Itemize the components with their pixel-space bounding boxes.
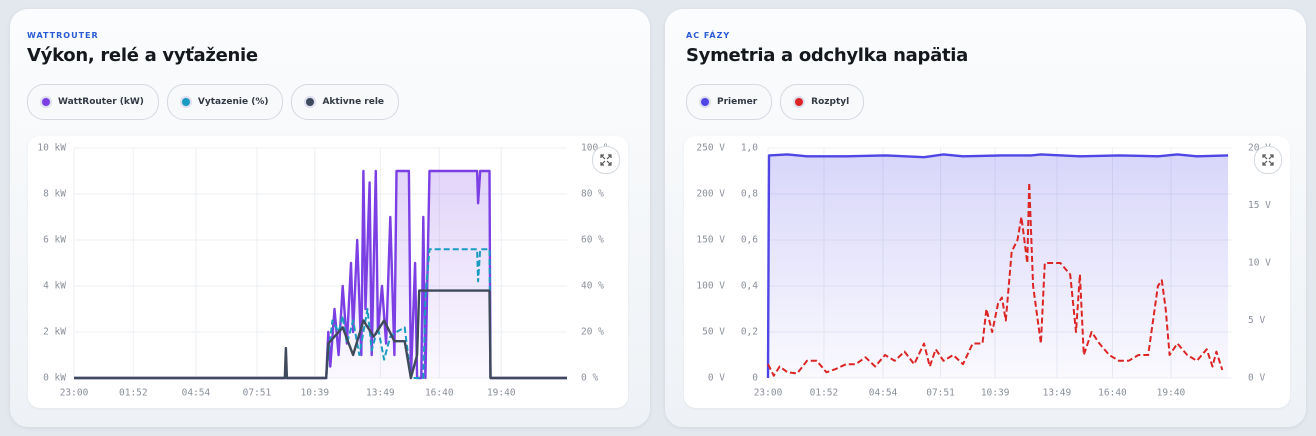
y-tick-label: 4 kW (43, 281, 66, 292)
y3-tick-label: 1,0 (741, 143, 758, 154)
plot: 23:00 01:52 04:54 07:51 10:39 13:49 16:40 19:40… (684, 136, 1290, 408)
series-line (767, 181, 1224, 377)
x-tick-label: 16:40 (425, 388, 454, 399)
card-title: Výkon, relé a vyťaženie (27, 45, 258, 66)
y-tick-label: 0 V (708, 373, 725, 384)
x-tick-label: 07:51 (243, 388, 272, 399)
series-line (74, 169, 567, 380)
y3-tick-label: 0,2 (741, 327, 758, 338)
legend-dot (306, 98, 315, 106)
legend-label: WattRouter (kW) (58, 97, 144, 107)
expand-icon (600, 154, 612, 166)
x-tick-label: 13:49 (366, 388, 395, 399)
legend: Priemer Rozptyl (686, 84, 865, 120)
legend-dot (181, 98, 190, 106)
y3-tick-label: 0,8 (741, 189, 758, 200)
legend-label: Vytazenie (%) (197, 97, 269, 107)
series-line (74, 289, 567, 380)
y-tick-label: 0 kW (43, 373, 66, 384)
y2-tick-label: 0 % (581, 373, 598, 384)
legend-dot (42, 98, 50, 106)
chart: 23:00 01:52 04:54 07:51 10:39 13:49 16:40 19:40… (696, 143, 1271, 399)
plot: 23:00 01:52 04:54 07:51 10:39 13:49 16:40 19:40… (28, 136, 628, 408)
series-line (766, 153, 1229, 379)
y-tick-label: 250 V (696, 143, 725, 154)
card: AC FÁZY Symetria a odchylka napätia Prie… (665, 9, 1306, 427)
x-tick-label: 23:00 (60, 388, 89, 399)
legend-dot (795, 98, 804, 106)
y2-tick-label: 10 V (1248, 258, 1271, 269)
x-tick-label: 13:49 (1043, 388, 1072, 399)
chart: 23:00 01:52 04:54 07:51 10:39 13:49 16:40 19:40… (37, 143, 610, 399)
y2-tick-label: 60 % (581, 235, 604, 246)
y2-tick-label: 5 V (1248, 315, 1265, 326)
series-line (74, 248, 567, 379)
x-tick-label: 23:00 (754, 388, 783, 399)
x-tick-label: 01:52 (810, 388, 839, 399)
expand-button[interactable] (592, 146, 620, 174)
expand-icon (1262, 154, 1274, 166)
expand-button[interactable] (1254, 146, 1282, 174)
y3-tick-label: 0 (752, 373, 758, 384)
x-tick-label: 01:52 (119, 388, 148, 399)
x-tick-label: 10:39 (981, 388, 1010, 399)
x-tick-label: 10:39 (301, 388, 330, 399)
x-tick-label: 19:40 (1157, 388, 1186, 399)
y2-tick-label: 15 V (1248, 200, 1271, 211)
x-tick-label: 19:40 (487, 388, 516, 399)
legend-chip[interactable]: Rozptyl (780, 84, 865, 120)
card: WATTROUTER Výkon, relé a vyťaženie WattR… (10, 9, 650, 427)
legend-chip[interactable]: Aktivne rele (291, 84, 400, 120)
x-tick-label: 16:40 (1098, 388, 1127, 399)
legend-chip[interactable]: Priemer (686, 84, 773, 120)
y-tick-label: 50 V (702, 327, 725, 338)
legend-label: Aktivne rele (322, 97, 385, 107)
y-tick-label: 10 kW (37, 143, 66, 154)
y-tick-label: 150 V (696, 235, 725, 246)
legend-chip[interactable]: Vytazenie (%) (166, 84, 284, 120)
y3-tick-label: 0,4 (741, 281, 758, 292)
legend-label: Rozptyl (811, 97, 850, 107)
x-tick-label: 04:54 (869, 388, 898, 399)
legend-dot (701, 98, 709, 106)
card-kicker: AC FÁZY (686, 31, 731, 40)
x-tick-label: 07:51 (926, 388, 955, 399)
y-tick-label: 6 kW (43, 235, 66, 246)
x-tick-label: 04:54 (182, 388, 211, 399)
area (768, 154, 1229, 378)
legend-chip[interactable]: WattRouter (kW) (27, 84, 159, 120)
y-tick-label: 2 kW (43, 327, 66, 338)
legend: WattRouter (kW) Vytazenie (%) Aktivne rele (27, 84, 400, 120)
y2-tick-label: 0 V (1248, 373, 1265, 384)
card-kicker: WATTROUTER (27, 31, 99, 40)
y2-tick-label: 40 % (581, 281, 604, 292)
y3-tick-label: 0,6 (741, 235, 758, 246)
y-tick-label: 8 kW (43, 189, 66, 200)
y2-tick-label: 80 % (581, 189, 604, 200)
y2-tick-label: 20 % (581, 327, 604, 338)
y-tick-label: 200 V (696, 189, 725, 200)
area (74, 171, 567, 378)
y2-tick-label: 100 % (581, 143, 610, 154)
card-title: Symetria a odchylka napätia (686, 45, 968, 66)
legend-label: Priemer (717, 97, 758, 107)
y-tick-label: 100 V (696, 281, 725, 292)
